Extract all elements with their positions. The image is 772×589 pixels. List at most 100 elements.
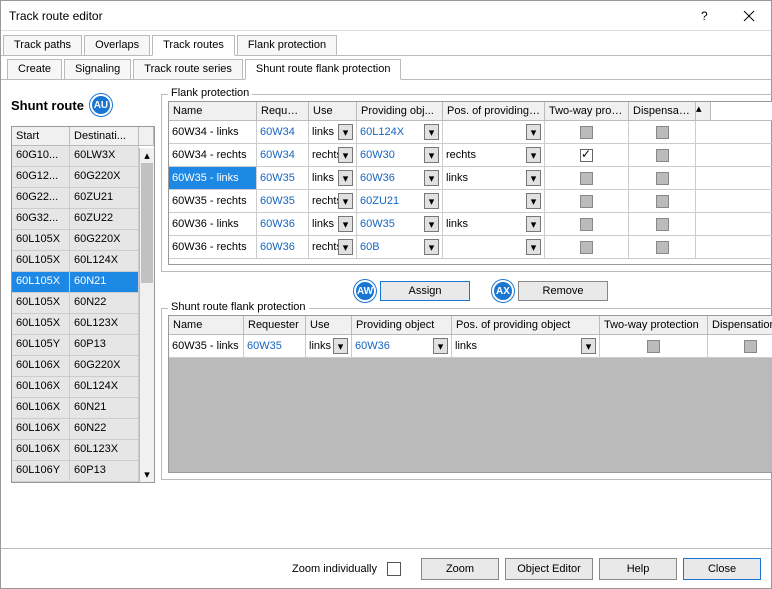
dropdown[interactable]: rechts▾ xyxy=(312,147,353,163)
help-button[interactable]: ? xyxy=(683,2,727,30)
dropdown[interactable]: ▾ xyxy=(446,193,541,209)
table-row[interactable]: 60L105X60N21 xyxy=(12,272,154,293)
column-header[interactable]: Reques... xyxy=(257,102,309,120)
column-header[interactable]: Destinati... xyxy=(70,127,139,145)
help-button-footer[interactable]: Help xyxy=(599,558,677,580)
checkbox[interactable] xyxy=(580,149,593,162)
table-row[interactable]: 60L106X60L124X xyxy=(12,377,154,398)
table-row[interactable]: 60L106X60L123X xyxy=(12,440,154,461)
column-header[interactable]: Name xyxy=(169,102,257,120)
column-header[interactable]: Two-way protection xyxy=(600,316,708,334)
table-row[interactable]: 60L105X60L124X xyxy=(12,251,154,272)
column-header[interactable]: Two-way protecti... xyxy=(545,102,629,120)
table-row[interactable]: 60L105X60G220X xyxy=(12,230,154,251)
table-row[interactable]: 60L106X60N21 xyxy=(12,398,154,419)
checkbox[interactable] xyxy=(580,218,593,231)
table-row[interactable]: 60W35 - links60W35links▾60W36▾links▾ xyxy=(169,167,772,190)
checkbox[interactable] xyxy=(647,340,660,353)
dropdown[interactable]: 60ZU21▾ xyxy=(360,193,439,209)
chevron-down-icon[interactable]: ▾ xyxy=(338,147,353,163)
chevron-down-icon[interactable]: ▾ xyxy=(526,170,541,186)
close-button[interactable] xyxy=(727,2,771,30)
assign-button[interactable]: Assign xyxy=(380,281,470,301)
table-row[interactable]: 60W34 - rechts60W34rechts▾60W30▾rechts▾ xyxy=(169,144,772,167)
column-header[interactable]: Use xyxy=(309,102,357,120)
table-row[interactable]: 60G10...60LW3X xyxy=(12,146,154,167)
table-row[interactable]: 60L106Y60P13 xyxy=(12,461,154,482)
scroll-down-icon[interactable]: ▾ xyxy=(140,467,154,482)
table-row[interactable]: 60W34 - links60W34links▾60L124X▾▾ xyxy=(169,121,772,144)
checkbox[interactable] xyxy=(656,172,669,185)
chevron-down-icon[interactable]: ▾ xyxy=(338,170,353,186)
checkbox[interactable] xyxy=(656,149,669,162)
table-row[interactable]: 60L105X60L123X xyxy=(12,314,154,335)
column-header[interactable]: Use xyxy=(306,316,352,334)
column-header[interactable]: Pos. of providing obj... xyxy=(443,102,545,120)
close-button-footer[interactable]: Close xyxy=(683,558,761,580)
dropdown[interactable]: links▾ xyxy=(446,216,541,232)
tab-create[interactable]: Create xyxy=(7,59,62,79)
tab-flank-protection[interactable]: Flank protection xyxy=(237,35,337,55)
column-header[interactable]: Providing obj... xyxy=(357,102,443,120)
scroll-thumb[interactable] xyxy=(141,163,153,283)
dropdown[interactable]: 60W36▾ xyxy=(360,170,439,186)
checkbox[interactable] xyxy=(656,241,669,254)
column-header[interactable]: Name xyxy=(169,316,244,334)
chevron-down-icon[interactable]: ▾ xyxy=(424,147,439,163)
chevron-down-icon[interactable]: ▾ xyxy=(424,170,439,186)
tab-overlaps[interactable]: Overlaps xyxy=(84,35,150,55)
column-header[interactable]: Dispensati... xyxy=(629,102,696,120)
dropdown[interactable]: rechts▾ xyxy=(446,147,541,163)
checkbox[interactable] xyxy=(656,126,669,139)
column-header[interactable]: Providing object xyxy=(352,316,452,334)
dropdown[interactable]: 60W30▾ xyxy=(360,147,439,163)
chevron-down-icon[interactable]: ▾ xyxy=(526,239,541,255)
dropdown[interactable]: rechts▾ xyxy=(312,239,353,255)
chevron-down-icon[interactable]: ▾ xyxy=(526,193,541,209)
dropdown[interactable]: ▾ xyxy=(446,239,541,255)
chevron-down-icon[interactable]: ▾ xyxy=(424,239,439,255)
dropdown[interactable]: rechts▾ xyxy=(312,193,353,209)
chevron-down-icon[interactable]: ▾ xyxy=(338,216,353,232)
table-row[interactable]: 60W36 - rechts60W36rechts▾60B▾▾ xyxy=(169,236,772,259)
checkbox[interactable] xyxy=(580,126,593,139)
zoom-individually-checkbox[interactable] xyxy=(387,562,401,576)
table-row[interactable]: 60L105Y60P13 xyxy=(12,335,154,356)
chevron-down-icon[interactable]: ▾ xyxy=(424,124,439,140)
dropdown[interactable]: 60L124X▾ xyxy=(360,124,439,140)
zoom-button[interactable]: Zoom xyxy=(421,558,499,580)
tab-signaling[interactable]: Signaling xyxy=(64,59,131,79)
dropdown[interactable]: links▾ xyxy=(312,216,353,232)
checkbox[interactable] xyxy=(656,195,669,208)
dropdown[interactable]: links▾ xyxy=(309,338,348,354)
remove-button[interactable]: Remove xyxy=(518,281,608,301)
chevron-down-icon[interactable]: ▾ xyxy=(338,193,353,209)
table-row[interactable]: 60L106X60G220X xyxy=(12,356,154,377)
table-row[interactable]: 60G32...60ZU22 xyxy=(12,209,154,230)
chevron-down-icon[interactable]: ▾ xyxy=(433,338,448,354)
chevron-down-icon[interactable]: ▾ xyxy=(424,216,439,232)
table-row[interactable]: 60W35 - rechts60W35rechts▾60ZU21▾▾ xyxy=(169,190,772,213)
chevron-down-icon[interactable]: ▾ xyxy=(526,216,541,232)
column-header[interactable]: Start xyxy=(12,127,70,145)
tab-shunt-route-flank-protection[interactable]: Shunt route flank protection xyxy=(245,59,402,80)
checkbox[interactable] xyxy=(580,195,593,208)
checkbox[interactable] xyxy=(656,218,669,231)
tab-track-routes[interactable]: Track routes xyxy=(152,35,235,56)
table-row[interactable]: 60W35 - links60W35links▾60W36▾links▾ xyxy=(169,335,772,358)
scrollbar[interactable]: ▴ ▾ xyxy=(139,148,154,482)
table-row[interactable]: 60L105X60N22 xyxy=(12,293,154,314)
chevron-down-icon[interactable]: ▾ xyxy=(526,124,541,140)
dropdown[interactable]: links▾ xyxy=(312,124,353,140)
chevron-down-icon[interactable]: ▾ xyxy=(424,193,439,209)
table-row[interactable]: 60G12...60G220X xyxy=(12,167,154,188)
tab-track-route-series[interactable]: Track route series xyxy=(133,59,243,79)
dropdown[interactable]: 60W36▾ xyxy=(355,338,448,354)
dropdown[interactable]: links▾ xyxy=(446,170,541,186)
dropdown[interactable]: 60W35▾ xyxy=(360,216,439,232)
dropdown[interactable]: ▾ xyxy=(446,124,541,140)
column-header[interactable]: Pos. of providing object xyxy=(452,316,600,334)
object-editor-button[interactable]: Object Editor xyxy=(505,558,593,580)
chevron-down-icon[interactable]: ▾ xyxy=(338,239,353,255)
srf-grid[interactable]: NameRequesterUseProviding objectPos. of … xyxy=(168,315,772,473)
